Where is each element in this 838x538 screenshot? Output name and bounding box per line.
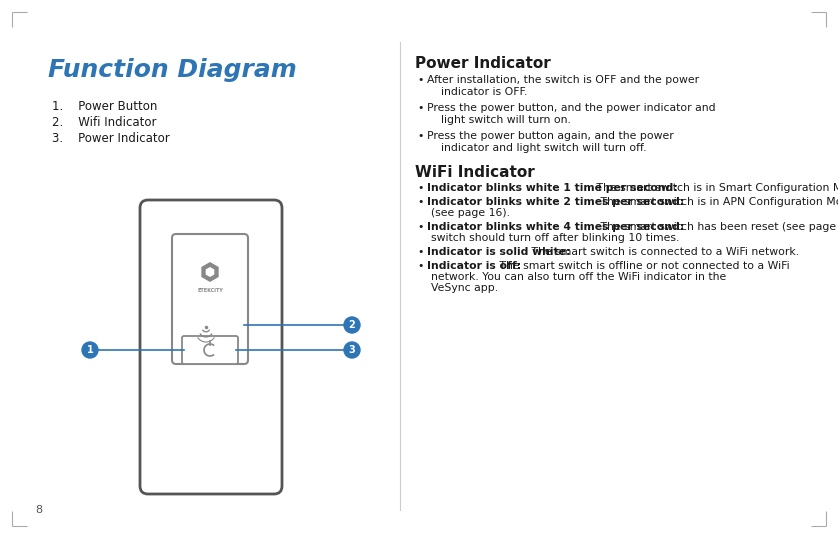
FancyBboxPatch shape [182, 336, 238, 364]
Polygon shape [205, 267, 215, 277]
Text: After installation, the switch is OFF and the power
    indicator is OFF.: After installation, the switch is OFF an… [427, 75, 699, 97]
Text: The smart switch is offline or not connected to a WiFi: The smart switch is offline or not conne… [496, 261, 789, 271]
Text: •: • [417, 222, 423, 232]
Text: 1.    Power Button: 1. Power Button [52, 100, 158, 113]
Text: Function Diagram: Function Diagram [48, 58, 297, 82]
Text: The smart switch is connected to a WiFi network.: The smart switch is connected to a WiFi … [529, 247, 799, 257]
Text: 3: 3 [349, 345, 355, 355]
Text: •: • [417, 247, 423, 257]
Text: switch should turn off after blinking 10 times.: switch should turn off after blinking 10… [431, 233, 680, 243]
Text: Press the power button again, and the power
    indicator and light switch will : Press the power button again, and the po… [427, 131, 674, 153]
Text: •: • [417, 183, 423, 193]
Text: •: • [417, 261, 423, 271]
Text: The smart switch is in APN Configuration Mode: The smart switch is in APN Configuration… [597, 197, 838, 207]
Text: Power Indicator: Power Indicator [415, 56, 551, 71]
Text: The smart switch is in Smart Configuration Mode (see page 11).: The smart switch is in Smart Configurati… [593, 183, 838, 193]
Text: (see page 16).: (see page 16). [431, 208, 510, 218]
Text: 2.    Wifi Indicator: 2. Wifi Indicator [52, 116, 157, 129]
Text: 8: 8 [35, 505, 42, 515]
Text: The smart switch has been reset (see page 41). The smart: The smart switch has been reset (see pag… [597, 222, 838, 232]
Text: Press the power button, and the power indicator and
    light switch will turn o: Press the power button, and the power in… [427, 103, 716, 125]
Circle shape [344, 342, 360, 358]
Text: Indicator is off:: Indicator is off: [427, 261, 521, 271]
Text: Indicator blinks white 1 time per second:: Indicator blinks white 1 time per second… [427, 183, 678, 193]
Text: 1: 1 [86, 345, 93, 355]
FancyBboxPatch shape [172, 234, 248, 364]
Text: •: • [417, 197, 423, 207]
FancyBboxPatch shape [140, 200, 282, 494]
Text: VeSync app.: VeSync app. [431, 283, 498, 293]
Text: •: • [417, 103, 423, 113]
Text: ETEKCITY: ETEKCITY [197, 288, 223, 293]
Text: 3.    Power Indicator: 3. Power Indicator [52, 132, 170, 145]
Text: network. You can also turn off the WiFi indicator in the: network. You can also turn off the WiFi … [431, 272, 727, 282]
Text: •: • [417, 131, 423, 141]
Polygon shape [201, 262, 219, 282]
Text: Indicator is solid white:: Indicator is solid white: [427, 247, 571, 257]
Circle shape [344, 317, 360, 333]
Text: Indicator blinks white 2 times per second:: Indicator blinks white 2 times per secon… [427, 197, 685, 207]
Text: Indicator blinks white 4 times per second:: Indicator blinks white 4 times per secon… [427, 222, 685, 232]
Text: WiFi Indicator: WiFi Indicator [415, 165, 535, 180]
Circle shape [82, 342, 98, 358]
Text: 2: 2 [349, 320, 355, 330]
Text: •: • [417, 75, 423, 85]
